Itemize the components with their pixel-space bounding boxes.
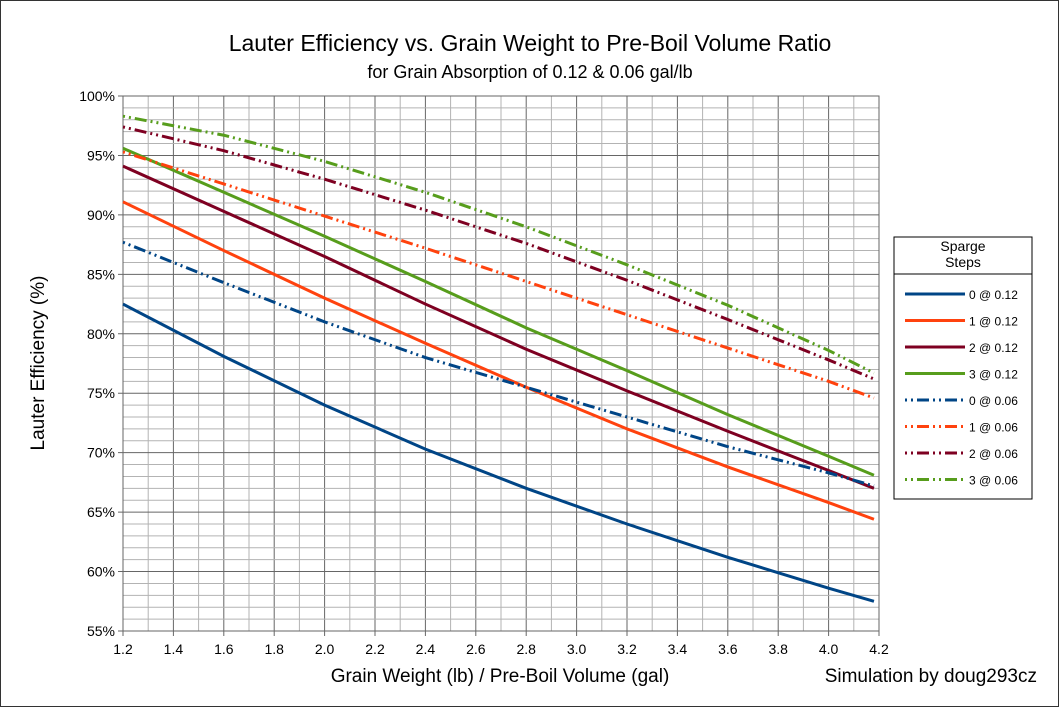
series-lines [122, 114, 875, 603]
chart-subtitle: for Grain Absorption of 0.12 & 0.06 gal/… [367, 62, 692, 82]
legend-label: 0 @ 0.06 [969, 394, 1018, 408]
x-tick-label: 2.2 [365, 641, 385, 657]
tick-labels: 1.2 1.4 1.6 1.8 2.0 2.2 2.4 2.6 2.8 3.0 3.2 3.4 3.6 3… [79, 88, 889, 657]
x-tick-label: 3.4 [668, 641, 688, 657]
legend: Sparge Steps 0 @ 0.12 1 @ 0.12 2 @ 0.12 3 @ 0… [893, 236, 1033, 500]
y-tick-label: 70% [87, 445, 115, 461]
y-axis-label: Lauter Efficiency (%) [28, 276, 49, 451]
y-tick-label: 95% [87, 147, 115, 163]
x-tick-label: 1.6 [214, 641, 234, 657]
y-tick-label: 85% [87, 266, 115, 282]
x-axis-label: Grain Weight (lb) / Pre-Boil Volume (gal… [331, 666, 670, 687]
y-tick-label: 90% [87, 207, 115, 223]
x-tick-label: 4.0 [819, 641, 839, 657]
series-line [122, 200, 875, 521]
x-tick-label: 1.8 [264, 641, 284, 657]
series-line [122, 146, 875, 477]
credit-label: Simulation by doug293cz [825, 666, 1037, 687]
grid [118, 95, 880, 636]
x-tick-label: 3.0 [567, 641, 587, 657]
x-tick-label: 2.0 [315, 641, 335, 657]
series-line [122, 150, 875, 400]
series-line [122, 240, 875, 488]
y-tick-label: 100% [79, 88, 115, 104]
x-tick-label: 1.4 [164, 641, 184, 657]
x-tick-label: 2.8 [516, 641, 536, 657]
plot-area [122, 95, 880, 632]
x-tick-label: 3.6 [718, 641, 738, 657]
x-tick-label: 3.2 [617, 641, 637, 657]
legend-label: 2 @ 0.12 [969, 341, 1018, 355]
x-tick-label: 2.4 [416, 641, 436, 657]
legend-label: 2 @ 0.06 [969, 447, 1018, 461]
series-line [122, 164, 875, 490]
x-tick-label: 3.8 [768, 641, 788, 657]
y-tick-label: 80% [87, 326, 115, 342]
x-tick-label: 1.2 [113, 641, 133, 657]
y-tick-label: 65% [87, 504, 115, 520]
legend-label: 0 @ 0.12 [969, 288, 1018, 302]
x-tick-label: 2.6 [466, 641, 486, 657]
y-tick-label: 55% [87, 623, 115, 639]
series-line [122, 302, 875, 603]
series-line [122, 125, 875, 381]
legend-label: 3 @ 0.06 [969, 474, 1018, 488]
legend-label: 1 @ 0.06 [969, 421, 1018, 435]
legend-title: Sparge Steps [940, 238, 985, 270]
y-tick-label: 60% [87, 564, 115, 580]
legend-box [893, 236, 1033, 500]
chart-title: Lauter Efficiency vs. Grain Weight to Pr… [229, 30, 832, 56]
legend-label: 1 @ 0.12 [969, 315, 1018, 329]
legend-label: 3 @ 0.12 [969, 368, 1018, 382]
y-tick-label: 75% [87, 385, 115, 401]
x-tick-label: 4.2 [869, 641, 889, 657]
